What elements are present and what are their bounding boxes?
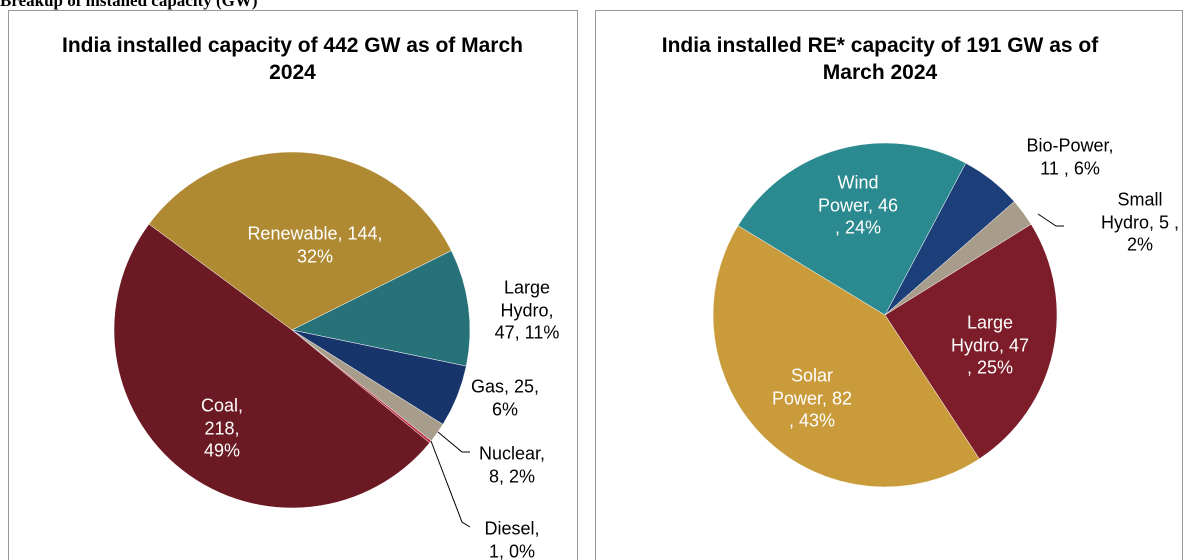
- data-label: Wind Power, 46 , 24%: [817, 171, 899, 239]
- data-label: Diesel, 1, 0%: [477, 518, 547, 560]
- value-label: 47 , 25%: [966, 334, 1030, 378]
- category-label: Large Hydro,: [500, 277, 554, 320]
- header: Breakup of installed capacity (GW): [0, 0, 258, 10]
- data-label: Gas, 25, 6%: [468, 376, 543, 421]
- category-label: Small Hydro,: [1100, 189, 1163, 232]
- category-label: Diesel,: [484, 518, 540, 539]
- data-label: Large Hydro, 47 , 25%: [949, 311, 1031, 379]
- category-label: Gas,: [470, 376, 509, 397]
- leader-line: [437, 431, 470, 453]
- chart-title: India installed capacity of 442 GW as of…: [62, 34, 523, 85]
- category-label: Nuclear,: [478, 443, 546, 464]
- data-label: Renewable, 144, 32%: [245, 223, 385, 268]
- pie-slice: [737, 142, 967, 316]
- value-label: 5 , 2%: [1126, 211, 1180, 255]
- value-label: 8, 2%: [488, 466, 536, 486]
- data-label: Nuclear, 8, 2%: [472, 443, 552, 488]
- leader-line: [1037, 213, 1064, 227]
- data-label: Large Hydro, 47, 11%: [487, 276, 567, 344]
- value-label: 11 , 6%: [1040, 158, 1100, 178]
- value-label: 144, 32%: [296, 223, 383, 267]
- category-label: Solar Power,: [771, 365, 834, 408]
- value-label: 218, 49%: [203, 417, 241, 461]
- data-label: Bio-Power, 11 , 6%: [1015, 135, 1125, 180]
- category-label: Large Hydro,: [950, 312, 1014, 355]
- panel-frame: [8, 10, 578, 560]
- category-label: Coal,: [200, 395, 244, 416]
- pie-slice: [291, 250, 471, 367]
- category-label: Renewable,: [247, 223, 343, 244]
- pie-slice: [148, 151, 452, 331]
- value-label: 46 , 24%: [834, 194, 899, 238]
- data-label: Coal, 218, 49%: [197, 394, 247, 462]
- value-label: 25, 6%: [491, 376, 540, 420]
- pie-slice: [884, 223, 1058, 460]
- category-label: Bio-Power,: [1026, 135, 1114, 156]
- leader-line: [430, 440, 471, 528]
- pie-slice: [113, 223, 431, 509]
- chart-title: India installed RE* capacity of 191 GW a…: [661, 34, 1099, 85]
- data-label: Small Hydro, 5 , 2%: [1092, 188, 1188, 256]
- value-label: 47, 11%: [494, 322, 560, 343]
- value-label: 1, 0%: [488, 541, 536, 560]
- panel-frame: [595, 10, 1183, 560]
- category-label: Wind Power,: [817, 172, 879, 215]
- pie-slice: [712, 225, 980, 488]
- data-label: Solar Power, 82 , 43%: [771, 364, 853, 432]
- value-label: 82 , 43%: [788, 387, 853, 431]
